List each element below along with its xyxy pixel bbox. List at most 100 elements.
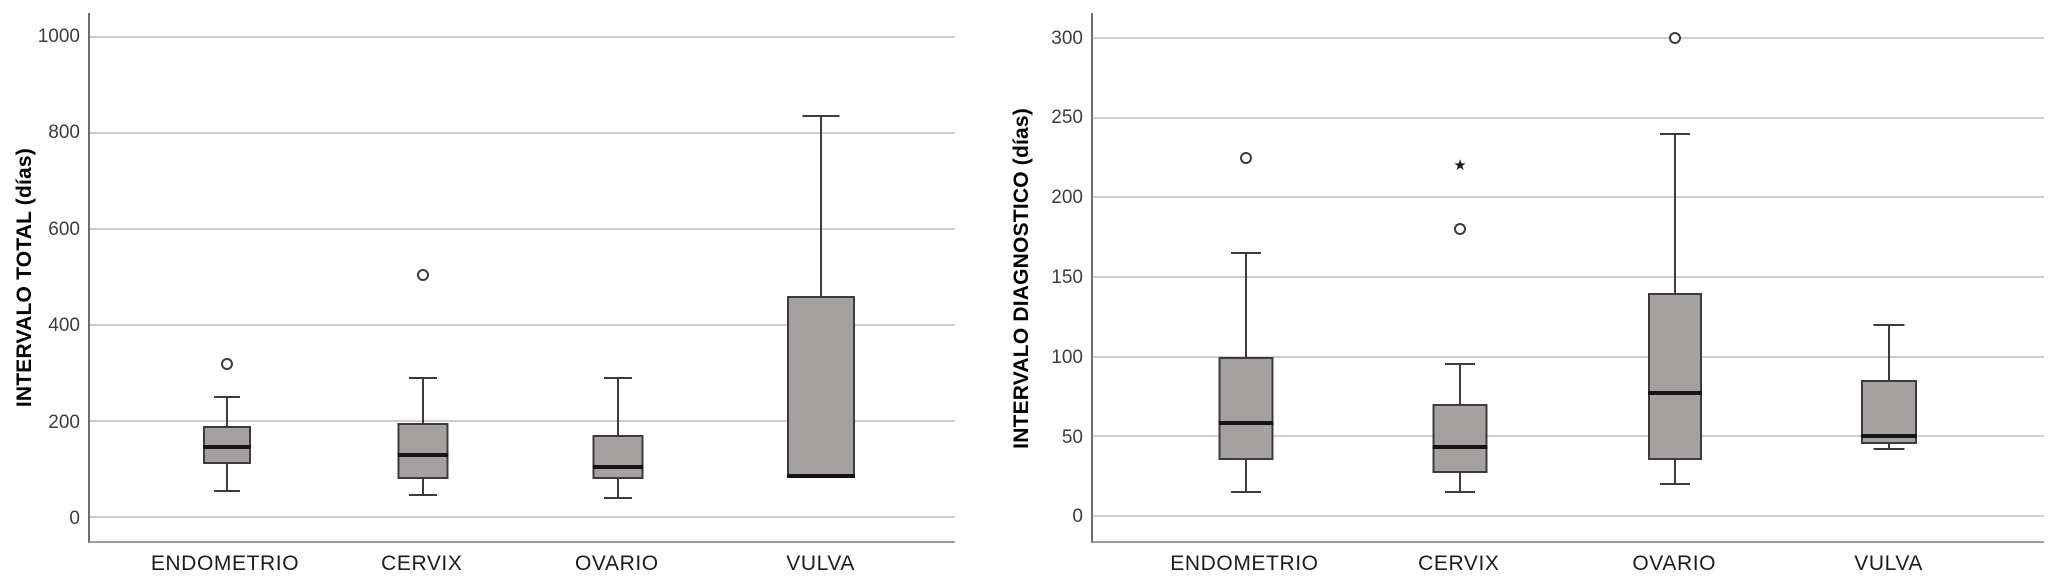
upper-whisker-ovario bbox=[616, 377, 619, 436]
y-tick-label: 0 bbox=[69, 507, 80, 529]
y-tick-label: 150 bbox=[1051, 267, 1083, 288]
gridline bbox=[1093, 196, 2044, 199]
y-tick-label: 200 bbox=[1051, 187, 1083, 209]
median-ovario bbox=[1648, 391, 1702, 396]
plot-column: ★ ENDOMETRIO CERVIX OVARIO VULVA bbox=[1091, 13, 2044, 586]
box-cervix bbox=[397, 423, 449, 479]
plot-area: ★ bbox=[1091, 13, 2044, 543]
x-axis-category-labels: ENDOMETRIO CERVIX OVARIO VULVA bbox=[88, 543, 955, 583]
x-axis-category-labels: ENDOMETRIO CERVIX OVARIO VULVA bbox=[1091, 543, 2044, 583]
box-endometrio bbox=[1218, 356, 1274, 460]
box-vulva bbox=[1860, 380, 1917, 444]
outlier-circle-endometrio bbox=[220, 358, 233, 371]
category-label-vulva: VULVA bbox=[786, 552, 855, 575]
y-tick-label: 250 bbox=[1051, 107, 1083, 129]
y-tick-label: 300 bbox=[1051, 27, 1083, 49]
gridline bbox=[1093, 355, 2044, 358]
outlier-star-cervix: ★ bbox=[1453, 156, 1467, 174]
upper-whisker-endometrio bbox=[1245, 253, 1248, 357]
upper-whisker-cap-vulva bbox=[802, 115, 840, 118]
median-ovario bbox=[592, 464, 644, 469]
median-vulva bbox=[1860, 434, 1917, 439]
category-label-vulva: VULVA bbox=[1854, 552, 1924, 575]
y-axis-title: INTERVALO TOTAL (días) bbox=[13, 148, 36, 408]
lower-whisker-ovario bbox=[616, 478, 619, 498]
chart-intervalo-diagnostico: INTERVALO DIAGNOSTICO (días) 0 50 100 150 20… bbox=[997, 0, 2044, 586]
category-label-endometrio: ENDOMETRIO bbox=[150, 552, 300, 575]
upper-whisker-vulva bbox=[819, 116, 822, 297]
upper-whisker-cap-ovario bbox=[603, 376, 632, 379]
gridline bbox=[1093, 435, 2044, 438]
y-tick-label: 600 bbox=[48, 218, 80, 240]
y-axis-title-column: INTERVALO TOTAL (días) bbox=[0, 13, 50, 543]
outlier-circle-cervix bbox=[417, 268, 430, 281]
y-axis-title-column: INTERVALO DIAGNOSTICO (días) bbox=[997, 13, 1047, 543]
upper-whisker-endometrio bbox=[225, 397, 228, 426]
median-cervix bbox=[397, 452, 449, 457]
upper-whisker-vulva bbox=[1887, 324, 1890, 381]
gridline bbox=[90, 324, 955, 326]
gridline bbox=[90, 420, 955, 423]
outlier-circle-endometrio bbox=[1240, 151, 1253, 164]
y-axis-title: INTERVALO DIAGNOSTICO (días) bbox=[1010, 107, 1033, 449]
lower-whisker-cap-endometrio bbox=[213, 489, 240, 492]
gridline bbox=[1093, 514, 2044, 517]
category-label-endometrio: ENDOMETRIO bbox=[1170, 552, 1319, 575]
upper-whisker-cap-cervix bbox=[1445, 363, 1476, 366]
upper-whisker-cap-endometrio bbox=[213, 396, 240, 398]
median-endometrio bbox=[202, 445, 251, 450]
lower-whisker-cap-vulva bbox=[1873, 447, 1905, 450]
lower-whisker-ovario bbox=[1674, 459, 1676, 484]
chart-intervalo-total: INTERVALO TOTAL (días) 0 200 400 600 800 1000… bbox=[0, 0, 997, 586]
median-vulva bbox=[786, 474, 855, 479]
outlier-circle-cervix bbox=[1454, 223, 1467, 236]
y-tick-label: 0 bbox=[1072, 506, 1083, 528]
outlier-circle-ovario bbox=[1669, 32, 1681, 45]
box-vulva bbox=[786, 296, 855, 477]
plot-area bbox=[88, 13, 955, 543]
lower-whisker-cap-endometrio bbox=[1231, 490, 1262, 493]
category-label-ovario: OVARIO bbox=[1632, 552, 1717, 575]
lower-whisker-endometrio bbox=[1245, 459, 1248, 492]
upper-whisker-cap-endometrio bbox=[1231, 252, 1262, 255]
gridline bbox=[90, 132, 955, 134]
gridline bbox=[90, 516, 955, 518]
lower-whisker-cervix bbox=[1459, 472, 1462, 492]
lower-whisker-cap-cervix bbox=[409, 494, 438, 497]
median-endometrio bbox=[1218, 421, 1274, 426]
y-tick-label: 200 bbox=[48, 411, 80, 433]
gridline bbox=[1093, 116, 2044, 119]
y-tick-label: 400 bbox=[48, 315, 80, 337]
category-label-ovario: OVARIO bbox=[574, 552, 659, 575]
upper-whisker-cap-cervix bbox=[409, 376, 438, 379]
y-tick-label: 100 bbox=[1051, 346, 1083, 368]
gridline bbox=[1093, 37, 2044, 40]
lower-whisker-cap-ovario bbox=[603, 496, 632, 499]
upper-whisker-cap-vulva bbox=[1873, 323, 1905, 326]
median-cervix bbox=[1432, 445, 1488, 450]
y-tick-label: 50 bbox=[1061, 426, 1083, 448]
upper-whisker-cervix bbox=[422, 377, 425, 424]
lower-whisker-cap-ovario bbox=[1660, 482, 1690, 485]
upper-whisker-ovario bbox=[1674, 133, 1676, 293]
lower-whisker-cervix bbox=[422, 478, 425, 496]
upper-whisker-cervix bbox=[1459, 364, 1462, 405]
gridline bbox=[1093, 276, 2044, 278]
box-cervix bbox=[1432, 404, 1488, 473]
y-axis-ticks: 0 50 100 150 200 250 300 bbox=[1047, 13, 1091, 543]
box-ovario bbox=[592, 435, 644, 479]
lower-whisker-cap-cervix bbox=[1445, 490, 1476, 493]
lower-whisker-vulva bbox=[1887, 444, 1890, 449]
category-label-cervix: CERVIX bbox=[381, 552, 463, 575]
y-tick-label: 1000 bbox=[37, 26, 80, 48]
gridline bbox=[90, 228, 955, 230]
lower-whisker-endometrio bbox=[225, 464, 228, 491]
gridline bbox=[90, 36, 955, 38]
y-axis-ticks: 0 200 400 600 800 1000 bbox=[38, 13, 88, 543]
y-tick-label: 800 bbox=[48, 122, 80, 144]
upper-whisker-cap-ovario bbox=[1660, 132, 1690, 135]
box-ovario bbox=[1648, 292, 1702, 460]
category-label-cervix: CERVIX bbox=[1418, 552, 1500, 575]
plot-column: ENDOMETRIO CERVIX OVARIO VULVA bbox=[88, 13, 955, 586]
